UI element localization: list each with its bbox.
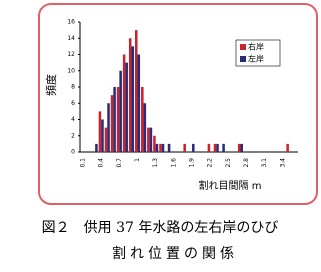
bar <box>222 143 225 152</box>
x-tick-label: 3.1 <box>261 158 268 168</box>
bar <box>159 143 162 152</box>
bar <box>153 135 156 152</box>
bar <box>134 30 138 152</box>
bar <box>128 38 132 152</box>
x-tick-label: 1.3 <box>152 158 159 168</box>
bar <box>216 143 219 152</box>
bar <box>110 95 114 152</box>
y-tick-label: 14 <box>67 35 75 42</box>
bar <box>240 143 244 152</box>
y-tick-label: 10 <box>67 67 75 74</box>
bar <box>167 143 171 152</box>
legend-label: 左岸 <box>248 54 264 64</box>
y-tick-label: 8 <box>71 84 75 91</box>
bar <box>98 111 102 152</box>
legend-swatch <box>240 56 246 62</box>
y-tick-label: 4 <box>71 116 75 123</box>
x-tick-label: 0.7 <box>116 158 123 168</box>
x-tick-label: 2.8 <box>243 158 250 168</box>
x-tick-label: 0.4 <box>98 158 105 168</box>
x-axis-label: 割れ目間隔 m <box>199 179 262 192</box>
legend-swatch <box>240 44 246 50</box>
bar <box>131 46 135 152</box>
bar <box>101 119 104 152</box>
bar <box>113 87 116 152</box>
bar <box>104 127 108 152</box>
bar <box>192 143 195 152</box>
x-tick-label: 3.4 <box>279 158 286 168</box>
y-tick-label: 6 <box>71 100 75 107</box>
bar <box>107 103 110 152</box>
x-tick-label: 2.2 <box>207 158 214 168</box>
y-tick-label: 16 <box>67 19 75 26</box>
x-tick-label: 1.9 <box>189 158 196 168</box>
frame <box>38 3 318 205</box>
legend-label: 右岸 <box>248 42 264 52</box>
y-tick-label: 0 <box>71 149 75 156</box>
bar <box>141 87 144 152</box>
bar <box>286 143 289 152</box>
bar <box>183 143 186 152</box>
bar <box>122 54 126 152</box>
caption-line: 割れ位置の関係 <box>112 245 238 262</box>
x-tick-label: 1 <box>134 158 141 162</box>
bar <box>149 127 153 152</box>
bar <box>125 62 128 152</box>
bar <box>95 143 98 152</box>
y-tick-label: 12 <box>67 51 75 58</box>
bar <box>237 143 241 152</box>
caption-line: 図２ 供用 37 年水路の左右岸のひび <box>42 220 279 236</box>
bar <box>137 54 141 152</box>
x-tick-label: 1.6 <box>170 158 177 168</box>
bar <box>116 87 120 152</box>
bar <box>143 103 147 152</box>
bar <box>161 143 165 152</box>
x-tick-label: 2.5 <box>225 158 232 168</box>
bar <box>155 143 159 152</box>
y-tick-label: 2 <box>71 132 75 139</box>
bar <box>213 143 217 152</box>
bar <box>147 127 150 152</box>
bar <box>207 143 211 152</box>
bar <box>119 70 122 152</box>
x-tick-label: 0.1 <box>80 158 87 168</box>
y-axis-label: 頻度 <box>44 74 58 96</box>
